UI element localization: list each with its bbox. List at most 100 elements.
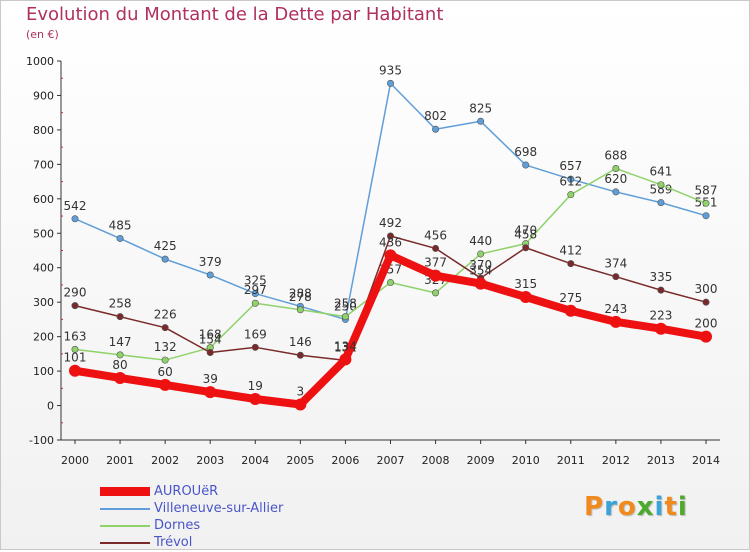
data-label: 19 [248, 379, 263, 393]
data-point [477, 117, 485, 125]
y-tick-label: 400 [33, 262, 54, 275]
data-point [519, 291, 532, 304]
data-label: 200 [695, 317, 718, 331]
data-point [657, 199, 665, 207]
y-tick-label: 600 [33, 193, 54, 206]
data-point [522, 161, 530, 169]
legend-swatch [100, 542, 150, 544]
data-point [159, 378, 172, 391]
data-label: 258 [109, 297, 132, 311]
data-label: 80 [112, 358, 127, 372]
data-label: 688 [604, 148, 627, 162]
data-point [609, 315, 622, 328]
data-label: 456 [424, 228, 447, 242]
data-point [612, 188, 620, 196]
data-point [657, 181, 665, 189]
legend-label: Villeneuve-sur-Allier [154, 501, 284, 516]
x-tick-label: 2004 [241, 454, 269, 467]
data-point [296, 351, 304, 359]
data-point [206, 271, 214, 279]
data-point [204, 386, 217, 399]
data-label: 440 [469, 234, 492, 248]
data-label: 278 [289, 290, 312, 304]
data-point [386, 79, 394, 87]
data-point [161, 324, 169, 332]
y-tick-label: 500 [33, 227, 54, 240]
data-label: 3 [297, 385, 305, 399]
data-label: 147 [109, 335, 132, 349]
data-label: 412 [559, 244, 582, 258]
y-tick-label: 300 [33, 296, 54, 309]
data-label: 374 [604, 257, 627, 271]
y-tick-label: -100 [29, 434, 54, 447]
data-point [612, 164, 620, 172]
data-label: 825 [469, 101, 492, 115]
data-point [564, 304, 577, 317]
data-point [386, 232, 394, 240]
data-point [69, 364, 81, 377]
data-label: 297 [244, 283, 267, 297]
data-point [71, 345, 79, 353]
chart-subtitle: (en €) [26, 28, 59, 41]
data-label: 290 [64, 286, 87, 300]
data-point [161, 255, 169, 263]
data-label: 612 [559, 175, 582, 189]
data-label: 335 [649, 270, 672, 284]
data-label: 60 [158, 365, 173, 379]
data-label: 154 [199, 332, 222, 346]
legend-swatch [100, 508, 150, 510]
legend-swatch [100, 487, 150, 496]
data-point [116, 313, 124, 321]
data-point [612, 273, 620, 281]
y-tick-label: 100 [33, 365, 54, 378]
data-label: 657 [559, 159, 582, 173]
data-point [567, 191, 575, 199]
x-tick-label: 2013 [647, 454, 675, 467]
legend-label: Trévol [154, 535, 193, 550]
data-point [474, 277, 487, 290]
data-label: 325 [244, 274, 267, 288]
y-tick-label: 0 [47, 400, 54, 413]
x-tick-label: 2012 [602, 454, 630, 467]
x-tick-label: 2008 [422, 454, 450, 467]
data-label: 377 [424, 256, 447, 270]
proxiti-logo: Proxiti [584, 492, 688, 522]
y-tick-label: 200 [33, 331, 54, 344]
data-label: 288 [289, 286, 312, 300]
data-point [161, 356, 169, 364]
data-label: 300 [695, 282, 718, 296]
data-label: 315 [514, 277, 537, 291]
data-label: 542 [64, 199, 87, 213]
data-point [432, 125, 440, 133]
data-label: 379 [199, 255, 222, 269]
chart-title: Evolution du Montant de la Dette par Hab… [26, 4, 444, 25]
data-label: 163 [64, 329, 87, 343]
data-point [116, 234, 124, 242]
legend-swatch [100, 525, 150, 527]
data-point [386, 279, 394, 287]
x-tick-label: 2007 [377, 454, 405, 467]
x-tick-label: 2002 [151, 454, 179, 467]
data-label: 458 [514, 228, 537, 242]
x-tick-label: 2003 [196, 454, 224, 467]
data-point [432, 244, 440, 252]
data-point [114, 371, 127, 384]
data-point [522, 244, 530, 252]
data-label: 641 [649, 165, 672, 179]
data-point [700, 330, 712, 343]
data-point [657, 286, 665, 294]
series-aurou-r: 101 80 60 39 19 3 134 436 377 354 315 275 243 223 200 [64, 235, 718, 411]
data-label: 223 [649, 309, 672, 323]
data-label: 132 [154, 340, 177, 354]
x-tick-label: 2009 [467, 454, 495, 467]
data-label: 589 [649, 183, 672, 197]
x-tick-label: 2010 [512, 454, 540, 467]
data-label: 436 [379, 235, 402, 249]
data-label: 250 [334, 299, 357, 313]
data-point [296, 306, 304, 314]
data-point [429, 269, 442, 282]
data-point [116, 351, 124, 359]
